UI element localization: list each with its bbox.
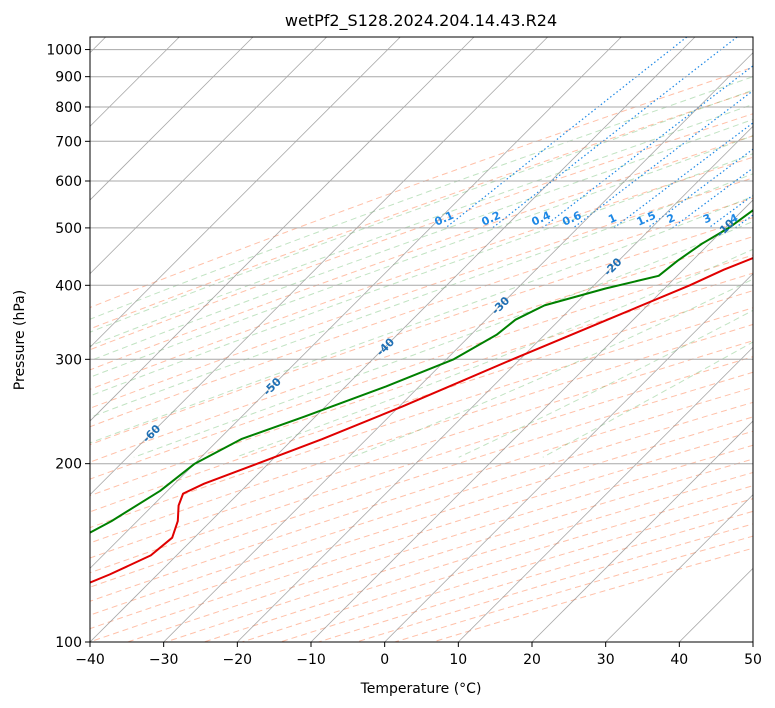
isotherm-line — [310, 199, 753, 642]
x-tick-label: 30 — [597, 652, 615, 668]
x-tick-label: 50 — [744, 652, 762, 668]
mixing-ratio-line — [572, 89, 753, 229]
isotherm-line — [384, 273, 753, 642]
y-tick-label: 800 — [55, 100, 82, 116]
moist-adiabat — [90, 195, 753, 444]
dry-adiabat — [90, 386, 753, 602]
y-tick-label: 1000 — [46, 43, 82, 59]
isotherm-line — [90, 37, 401, 348]
isotherm-line — [531, 420, 753, 642]
dry-adiabat — [90, 217, 753, 446]
dry-adiabat — [90, 177, 753, 409]
dry-adiabat — [90, 66, 753, 309]
background-lines — [90, 37, 753, 642]
profile-lines — [90, 179, 753, 584]
chart-title: wetPf2_S128.2024.204.14.43.R24 — [285, 11, 557, 31]
axis-ticks: −40 −30 −20 −10 0 10 20 30 40 50 100 200 300 400 500 60… — [46, 43, 762, 668]
dry-adiabat — [90, 254, 753, 480]
isotherm-line — [458, 346, 753, 642]
dry-adiabat — [90, 307, 753, 529]
isotherm-line — [605, 494, 753, 642]
y-tick-label: 200 — [55, 457, 82, 473]
dewpoint-profile-line — [90, 179, 753, 534]
temperature-profile-line — [90, 256, 753, 584]
moist-adiabat — [90, 103, 753, 347]
x-axis-label: Temperature (°C) — [360, 681, 482, 697]
x-tick-label: 10 — [449, 652, 467, 668]
y-tick-label: 700 — [55, 134, 82, 150]
mixing-ratio-line — [542, 65, 753, 229]
isotherm-line — [90, 37, 327, 275]
mixing-ratio-line — [672, 167, 753, 229]
isotherm-line — [90, 37, 254, 201]
isotherm-line — [90, 37, 475, 422]
moist-adiabat — [90, 118, 753, 362]
isotherm-line — [90, 37, 696, 642]
x-tick-label: −40 — [75, 652, 105, 668]
dry-adiabat — [90, 290, 753, 513]
dry-adiabat — [90, 156, 753, 390]
y-tick-label: 500 — [55, 221, 82, 237]
y-axis-label: Pressure (hPa) — [12, 290, 28, 390]
x-tick-label: −30 — [149, 652, 179, 668]
y-tick-label: 300 — [55, 352, 82, 368]
y-tick-label: 600 — [55, 174, 82, 190]
x-tick-label: −20 — [223, 652, 253, 668]
plot-frame — [89, 36, 754, 643]
y-tick-label: 400 — [55, 278, 82, 294]
isotherm-line — [163, 52, 753, 642]
moist-adiabat — [133, 220, 753, 458]
x-tick-label: −10 — [296, 652, 326, 668]
dry-adiabat — [90, 197, 753, 428]
y-tick-label: 900 — [55, 70, 82, 86]
isotherm-line — [237, 125, 753, 642]
isotherm-line — [90, 37, 548, 496]
x-tick-label: 20 — [523, 652, 541, 668]
x-tick-label: 0 — [380, 652, 389, 668]
dry-adiabat — [90, 340, 753, 559]
moist-adiabat — [458, 309, 753, 458]
dry-adiabat — [90, 356, 753, 574]
moist-adiabat — [90, 135, 753, 378]
y-tick-label: 100 — [55, 635, 82, 651]
x-tick-label: 40 — [670, 652, 688, 668]
isotherm-line — [90, 37, 622, 569]
